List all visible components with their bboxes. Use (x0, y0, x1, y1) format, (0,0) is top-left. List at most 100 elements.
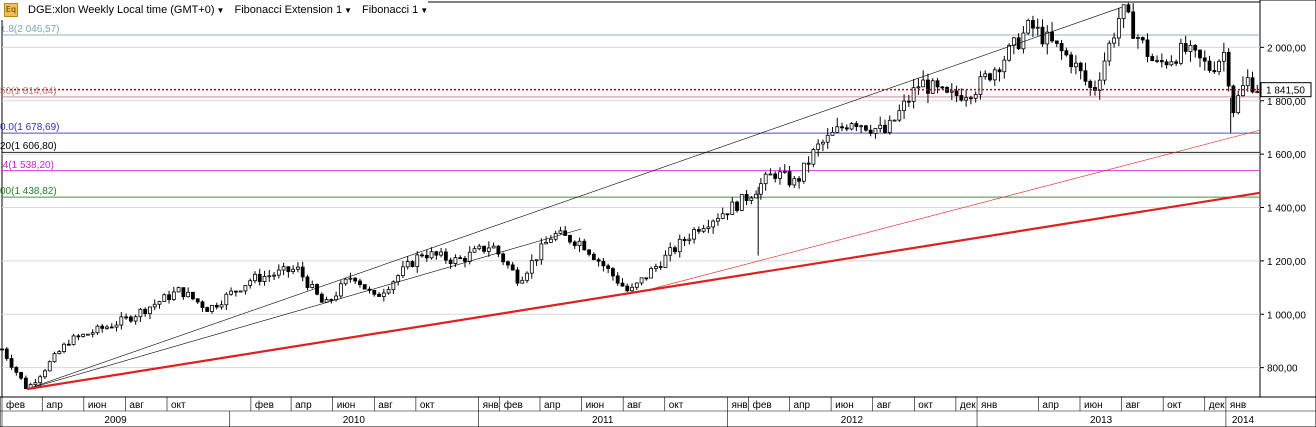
candle-body (243, 284, 248, 292)
candle-body (792, 178, 797, 186)
candle-body (9, 358, 14, 368)
month-label: окт (918, 400, 933, 411)
candle (1150, 53, 1155, 62)
candle (1045, 25, 1050, 55)
candle (696, 226, 701, 234)
fib-level-label: 50(1 814,64) (0, 85, 57, 97)
candle-body (639, 277, 644, 284)
candle-body (830, 131, 835, 136)
fib-level-label: 00(1 438,82) (0, 186, 57, 198)
candle-body (262, 276, 267, 282)
candle-body (253, 273, 257, 282)
candle (606, 263, 611, 274)
candle (248, 278, 253, 289)
candle (1097, 72, 1102, 100)
candle (548, 234, 553, 243)
candle-body (315, 284, 319, 295)
candle-body (148, 306, 152, 315)
candle (878, 116, 883, 133)
candle-body (968, 97, 973, 100)
candle (76, 333, 81, 341)
study-label: Fibonacci 1 (362, 4, 419, 16)
candle-body (467, 251, 472, 262)
trendline (27, 228, 582, 390)
candle-body (214, 304, 219, 308)
candle (620, 278, 625, 287)
candle-body (1078, 62, 1083, 72)
candle (615, 272, 620, 286)
candle (415, 251, 420, 273)
candle-body (377, 293, 381, 297)
candle (229, 287, 233, 296)
candle (534, 259, 539, 266)
candle-body (128, 316, 133, 322)
candle (978, 71, 983, 100)
candle (510, 261, 515, 271)
y-tick-label: 1 200,00 (1267, 257, 1306, 268)
candle (81, 333, 86, 338)
candle (739, 193, 744, 211)
candle (587, 248, 591, 257)
candle-body (577, 240, 582, 246)
candle (758, 178, 763, 200)
candle-body (653, 266, 658, 269)
symbol-menu[interactable]: DGE:xlon Weekly Local time (GMT+0) ▼ (28, 4, 224, 16)
candle (305, 274, 310, 291)
candle (1054, 40, 1059, 48)
candle (315, 283, 319, 296)
candle (47, 360, 52, 372)
equity-icon[interactable]: Eq (4, 3, 18, 17)
candle-body (1202, 57, 1207, 62)
candle (1241, 76, 1245, 97)
candle (9, 354, 14, 370)
candle-body (248, 280, 253, 286)
candle (23, 375, 28, 390)
candle-body (105, 326, 109, 329)
candle-body (739, 193, 744, 211)
candle-body (386, 289, 391, 294)
candle (62, 342, 66, 354)
candle (291, 265, 296, 275)
month-label: апр (794, 400, 811, 411)
candle (830, 127, 835, 136)
candle-body (1226, 51, 1231, 87)
candle-body (773, 173, 778, 179)
year-label: 2010 (343, 415, 366, 426)
fibonacci-menu[interactable]: Fibonacci 1 ▼ (362, 4, 428, 16)
candle-body (997, 69, 1002, 73)
candle (1250, 71, 1255, 94)
candle-body (587, 249, 591, 255)
candle-body (606, 265, 611, 269)
candle-body (1126, 4, 1131, 13)
month-label: авг (129, 400, 144, 411)
candle-body (973, 94, 978, 99)
candle (276, 264, 281, 279)
candle (143, 307, 148, 317)
candle-body (195, 298, 200, 303)
candle (658, 261, 663, 271)
fibonacci-extension-menu[interactable]: Fibonacci Extension 1 ▼ (234, 4, 352, 16)
candle (429, 247, 434, 260)
trendline (636, 129, 1261, 294)
candle-body (625, 285, 630, 292)
candle-body (1145, 39, 1150, 57)
candle-body (434, 251, 439, 256)
candle-body (496, 245, 501, 255)
candle-body (1231, 85, 1236, 114)
candle (439, 248, 444, 258)
candle (1193, 44, 1198, 58)
candle-body (677, 238, 682, 253)
candle-body (1112, 37, 1116, 44)
candle (14, 366, 19, 376)
candle (100, 323, 105, 333)
candle (940, 85, 945, 90)
candle (448, 257, 453, 269)
candle (109, 323, 114, 329)
candle (792, 175, 797, 189)
candle-body (391, 281, 396, 290)
candle-body (878, 124, 883, 130)
month-label: дек (960, 400, 976, 411)
candle (214, 302, 219, 310)
candle-body (706, 226, 711, 229)
